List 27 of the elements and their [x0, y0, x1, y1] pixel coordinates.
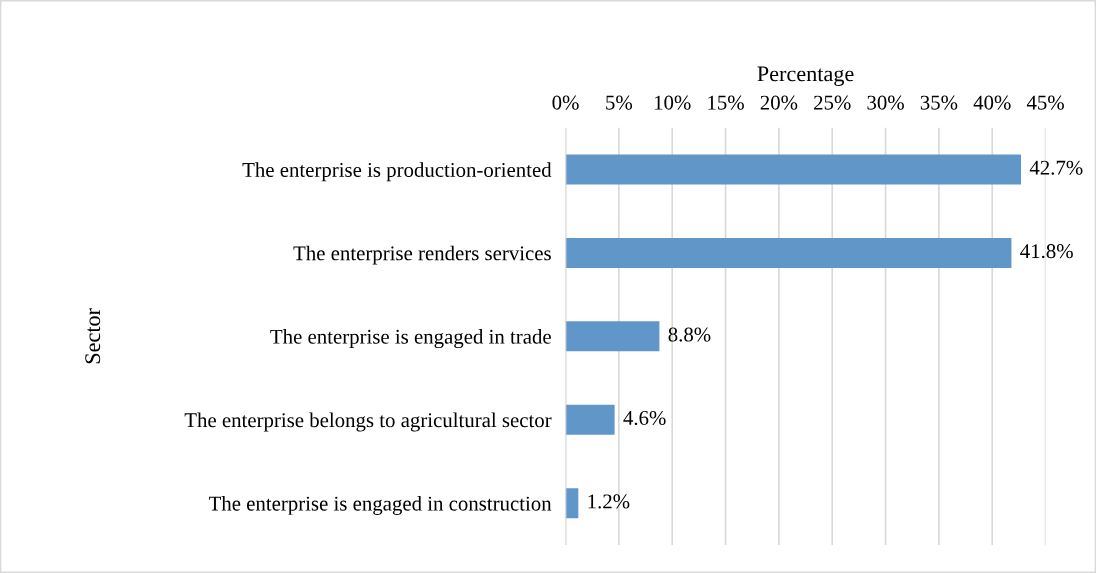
x-tick-label: 25%	[814, 95, 851, 110]
data-label: 1.2%	[588, 494, 630, 509]
y-tick-label: The enterprise is engaged in construction	[208, 495, 552, 515]
bar	[565, 321, 660, 352]
x-tick-label: 20%	[760, 95, 798, 110]
bar	[565, 404, 615, 435]
y-axis-title: Sector	[85, 308, 101, 364]
bar	[565, 488, 579, 519]
bar	[565, 154, 1022, 185]
data-label: 41.8%	[1020, 244, 1073, 259]
y-tick-label: The enterprise renders services	[293, 245, 551, 265]
y-tick-label: The enterprise is production-oriented	[242, 162, 552, 182]
y-tick-label: The enterprise is engaged in trade	[270, 329, 551, 349]
x-tick-label: 35%	[920, 95, 958, 110]
x-tick-label: 5%	[606, 95, 633, 110]
x-tick-label: 10%	[654, 95, 691, 110]
bar	[565, 237, 1012, 268]
x-axis-title: Percentage	[757, 66, 854, 86]
x-tick-label: 0%	[552, 95, 579, 110]
x-tick-label: 45%	[1026, 95, 1064, 110]
x-tick-label: 15%	[708, 95, 744, 110]
x-tick-label: 30%	[867, 95, 904, 110]
y-tick-label: The enterprise belongs to agricultural sector	[184, 412, 552, 432]
x-tick-label: 40%	[973, 95, 1011, 110]
data-label: 8.8%	[668, 327, 711, 342]
data-label: 42.7%	[1029, 160, 1083, 175]
data-label: 4.6%	[623, 410, 666, 426]
